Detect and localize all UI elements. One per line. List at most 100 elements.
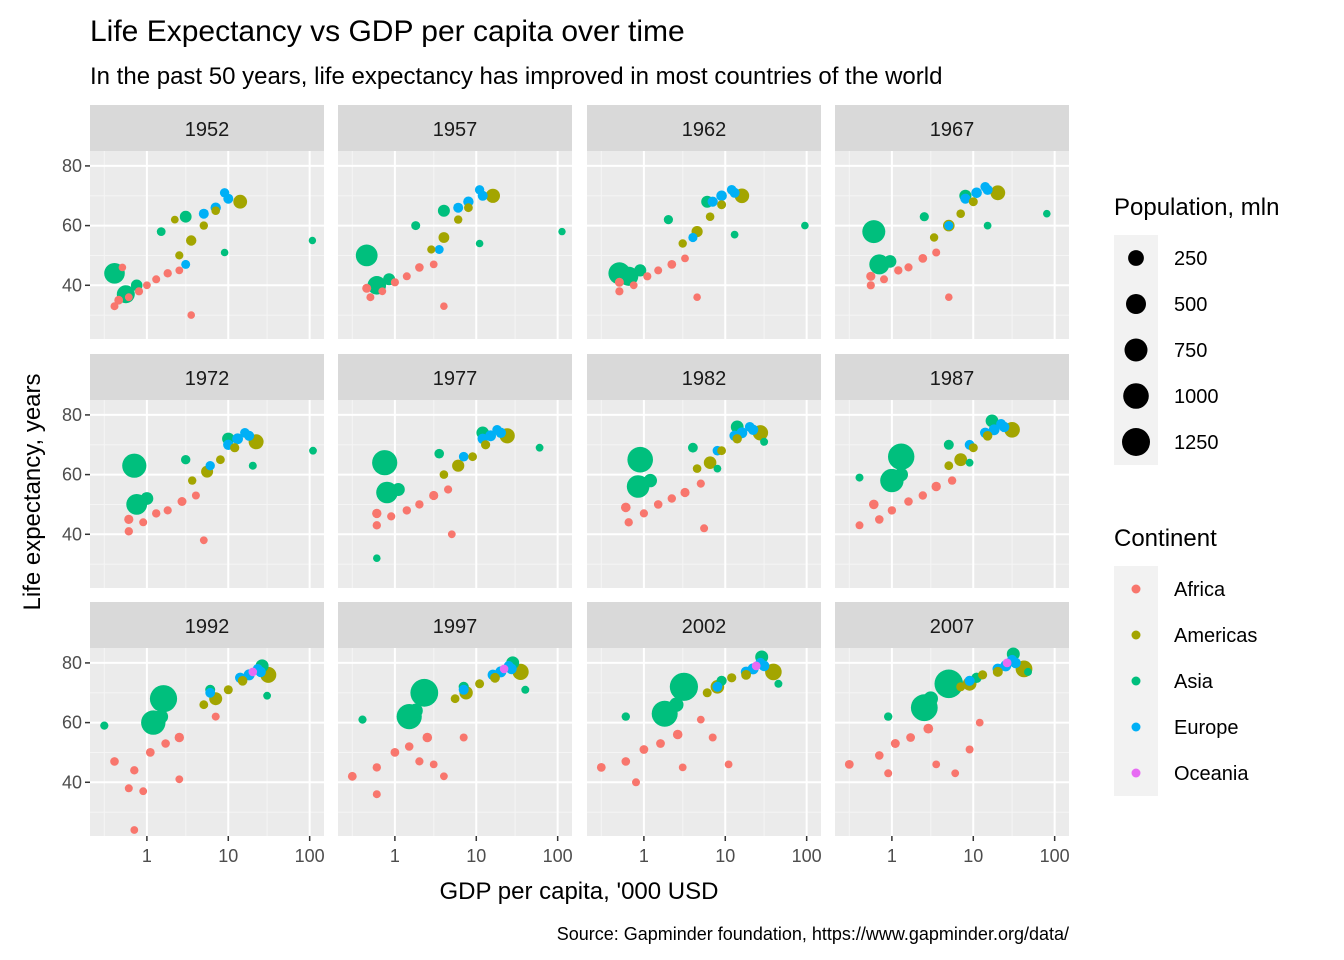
facet-strip-label: 1952	[185, 119, 230, 141]
data-point-africa	[855, 521, 864, 530]
data-point-europe	[205, 687, 216, 698]
data-point-africa	[174, 732, 184, 743]
data-point-africa	[118, 263, 127, 272]
legend-population: Population, mln 250 500 750 1000 1250	[1114, 194, 1279, 465]
data-point-americas	[929, 233, 939, 242]
data-point-europe	[960, 193, 971, 204]
data-point-europe	[492, 425, 502, 435]
y-tick-label: 60	[62, 465, 82, 485]
facet-strip	[90, 354, 324, 400]
facet-panels: 1952 40 60 80 1957 1962 1967 1972 40 60 80 1977 1982…	[62, 105, 1070, 866]
data-point-africa	[124, 514, 134, 525]
data-point-americas	[230, 443, 240, 453]
data-point-asia	[558, 227, 566, 236]
data-point-asia	[358, 715, 367, 724]
data-point-africa	[130, 826, 139, 834]
data-point-africa	[402, 272, 411, 281]
data-point-africa	[130, 766, 139, 775]
data-point-africa	[947, 476, 957, 485]
data-point-asia	[619, 266, 639, 286]
data-point-asia	[669, 697, 684, 712]
legend-color-key-europe	[1131, 722, 1141, 732]
data-point-asia	[713, 464, 722, 473]
data-point-africa	[429, 260, 438, 269]
legend-color-key-americas	[1131, 630, 1141, 640]
data-point-africa	[175, 775, 184, 784]
data-point-africa	[869, 499, 879, 510]
panel-background	[90, 151, 324, 339]
facet-strip-label: 1972	[185, 368, 230, 390]
data-point-africa	[639, 745, 649, 754]
facet-strip	[835, 354, 1069, 400]
data-point-africa	[163, 506, 172, 515]
legend-population-title: Population, mln	[1114, 194, 1279, 221]
legend-color-label: Asia	[1174, 671, 1214, 693]
data-point-africa	[708, 733, 717, 742]
data-point-asia	[774, 679, 783, 688]
data-point-americas	[703, 456, 717, 470]
data-point-americas	[439, 470, 449, 479]
data-point-europe	[707, 196, 718, 207]
data-point-africa	[696, 715, 705, 724]
data-point-oceania	[499, 664, 509, 674]
data-point-africa	[932, 248, 941, 257]
data-point-americas	[188, 476, 197, 485]
data-point-asia	[643, 473, 657, 488]
data-point-africa	[656, 739, 665, 748]
panel-background	[835, 151, 1069, 339]
data-point-africa	[875, 751, 884, 760]
x-tick-label: 1	[390, 846, 400, 866]
legend-size-label: 1000	[1174, 386, 1219, 408]
data-point-africa	[596, 763, 606, 772]
data-point-africa	[444, 485, 453, 494]
data-point-africa	[139, 518, 148, 527]
data-point-europe	[474, 185, 485, 195]
data-point-asia	[730, 230, 739, 239]
chart-subtitle: In the past 50 years, life expectancy ha…	[90, 63, 942, 90]
data-point-europe	[453, 202, 464, 213]
data-point-europe	[198, 208, 209, 219]
legend-size-key	[1124, 338, 1148, 362]
data-point-asia	[372, 450, 398, 476]
data-point-europe	[458, 451, 469, 462]
data-point-asia	[122, 453, 147, 478]
legend-size-key	[1126, 294, 1146, 314]
data-point-asia	[1043, 209, 1051, 218]
data-point-asia	[627, 446, 653, 473]
legend-color-label: Europe	[1174, 717, 1239, 739]
data-point-africa	[177, 497, 187, 506]
data-point-africa	[965, 745, 974, 754]
data-point-asia	[156, 227, 166, 237]
panel-background	[835, 400, 1069, 588]
data-point-asia	[862, 220, 886, 244]
data-point-africa	[667, 260, 677, 269]
data-point-asia	[100, 721, 109, 730]
data-point-africa	[951, 769, 960, 778]
data-point-americas	[717, 446, 726, 456]
panel-background	[587, 151, 821, 339]
data-point-africa	[632, 778, 640, 787]
data-point-americas	[199, 221, 208, 230]
data-point-africa	[621, 757, 631, 766]
facet-strip-label: 1992	[185, 616, 230, 638]
legend-color-key-africa	[1131, 584, 1141, 594]
data-point-africa	[143, 281, 151, 290]
data-point-europe	[712, 681, 723, 692]
data-point-africa	[680, 487, 690, 498]
data-point-europe	[944, 221, 954, 231]
data-point-asia	[140, 492, 154, 505]
x-tick-label: 10	[218, 846, 238, 866]
data-point-americas	[702, 688, 712, 698]
facet-strip	[835, 105, 1069, 151]
data-point-africa	[887, 506, 897, 515]
legend-color-label: Africa	[1174, 579, 1226, 601]
legend-size-label: 500	[1174, 294, 1207, 316]
x-axis-label: GDP per capita, '000 USD	[440, 878, 719, 905]
data-point-europe	[485, 430, 496, 442]
data-point-africa	[621, 502, 631, 513]
data-point-africa	[459, 733, 468, 742]
data-point-americas	[468, 452, 477, 462]
data-point-africa	[931, 481, 941, 492]
y-tick-label: 80	[62, 405, 82, 425]
data-point-americas	[452, 459, 465, 472]
